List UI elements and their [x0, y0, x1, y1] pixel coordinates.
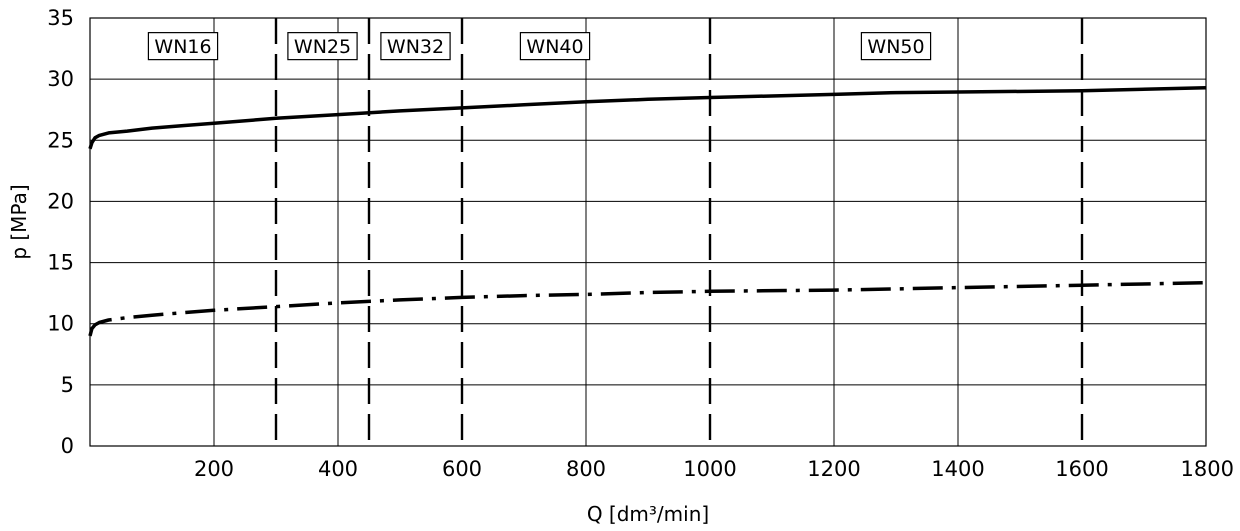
zone-label-box [147, 32, 219, 61]
y-tick-label: 30 [47, 67, 74, 91]
x-tick-label: 200 [194, 457, 234, 481]
x-tick-label: 600 [442, 457, 482, 481]
zone-label: WN50 [867, 36, 924, 58]
plot-frame [89, 17, 1207, 447]
size-boundary-lines [274, 18, 1084, 446]
x-tick-label: 1200 [807, 457, 860, 481]
zone-label-box [519, 32, 591, 61]
zone-label: WN16 [154, 36, 211, 58]
size-zone-labels: WN16 WN25 WN32 WN40 WN50 [147, 32, 932, 61]
y-tick-label: 25 [47, 128, 74, 152]
y-tick-label: 5 [61, 373, 74, 397]
series-line-dash-dot [88, 280, 1207, 337]
x-axis-title: Q [dm³/min] [587, 502, 709, 526]
y-tick-label: 15 [47, 251, 74, 275]
x-tick-label: 1000 [683, 457, 736, 481]
x-tick-label: 1400 [931, 457, 984, 481]
zone-label-box [287, 32, 358, 61]
y-tick-label: 10 [47, 312, 74, 336]
x-tick-labels: 200 400 600 800 1000 1200 1400 1600 1800 [194, 457, 1234, 481]
grid-lines [90, 18, 1206, 446]
zone-label: WN25 [294, 36, 351, 58]
zone-label-box [860, 32, 932, 61]
zone-label: WN32 [387, 36, 444, 58]
y-tick-label: 0 [61, 434, 74, 458]
y-tick-label: 20 [47, 189, 74, 213]
x-tick-label: 1600 [1055, 457, 1108, 481]
x-tick-label: 800 [566, 457, 606, 481]
zone-label-box [380, 32, 451, 61]
y-tick-label: 35 [47, 6, 74, 30]
y-axis-title: p [MPa] [7, 184, 31, 259]
series-lines [88, 85, 1207, 337]
zone-label: WN40 [526, 36, 583, 58]
x-tick-label: 400 [318, 457, 358, 481]
x-tick-label: 1800 [1181, 457, 1234, 481]
y-tick-labels: 0 5 10 15 20 25 30 35 [47, 6, 74, 458]
series-line-solid [88, 85, 1207, 150]
